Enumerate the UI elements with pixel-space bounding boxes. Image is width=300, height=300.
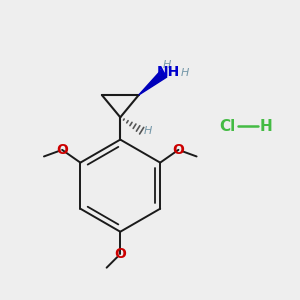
Polygon shape: [139, 70, 167, 95]
Text: Cl: Cl: [219, 119, 236, 134]
Text: H: H: [181, 68, 189, 78]
Text: O: O: [56, 143, 68, 157]
Text: H: H: [260, 119, 272, 134]
Text: O: O: [172, 143, 184, 157]
Text: NH: NH: [157, 65, 180, 79]
Text: H: H: [144, 126, 152, 136]
Text: H: H: [163, 60, 171, 70]
Text: O: O: [114, 247, 126, 261]
